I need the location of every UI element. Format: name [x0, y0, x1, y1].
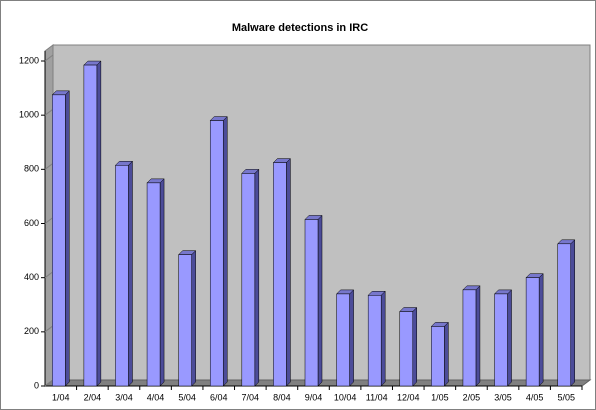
bar [367, 295, 382, 387]
bar-side [128, 160, 133, 387]
wall-tick [44, 379, 54, 387]
wall-tick [44, 217, 54, 224]
bar-side [191, 250, 196, 387]
bar [115, 165, 129, 387]
x-tick-label: 11/04 [366, 392, 388, 402]
bar-side [65, 90, 70, 387]
bar [525, 277, 540, 387]
x-tick-label: 12/04 [397, 392, 420, 402]
wall-tick [44, 162, 54, 170]
bar [431, 326, 445, 387]
x-tick-label: 4/05 [526, 392, 544, 402]
bar-side [349, 289, 354, 387]
y-tick-label: 200 [24, 326, 39, 336]
bar-side [317, 214, 323, 387]
x-tick-label: 3/04 [115, 392, 133, 402]
bar [273, 162, 287, 387]
x-tick-label: 5/04 [178, 392, 196, 402]
wall-tick [44, 54, 54, 62]
y-tick-label: 1000 [19, 110, 39, 120]
bar-side [570, 239, 575, 387]
x-tick-label: 1/04 [52, 392, 70, 402]
x-tick-label: 9/04 [305, 392, 323, 402]
x-tick-label: 2/05 [463, 392, 481, 402]
bar [399, 311, 414, 387]
y-tick-label: 800 [24, 164, 39, 174]
wall-tick [44, 325, 54, 333]
bar-side [159, 178, 165, 387]
x-tick-label: 1/05 [431, 392, 449, 402]
bar [462, 289, 477, 387]
bar [52, 94, 66, 387]
x-tick-label: 4/04 [147, 392, 165, 402]
y-tick-label: 1200 [19, 55, 39, 65]
bar [83, 64, 98, 387]
bar [336, 293, 350, 387]
wall-tick [44, 108, 54, 116]
side-wall [44, 44, 54, 387]
x-tick-label: 7/04 [242, 392, 260, 402]
bar-side [96, 60, 102, 387]
x-tick-label: 6/04 [210, 392, 228, 402]
bar-side [380, 290, 386, 387]
x-tick-label: 10/04 [334, 392, 357, 402]
bar [494, 293, 508, 387]
x-tick-label: 3/05 [494, 392, 512, 402]
x-tick-label: 5/05 [557, 392, 575, 402]
bar [304, 219, 319, 387]
chart-title: Malware detections in IRC [232, 22, 368, 34]
bar-side [286, 157, 291, 387]
bar [241, 173, 256, 387]
bar-side [507, 289, 512, 387]
bar-side [444, 321, 449, 387]
y-tick-label: 400 [24, 272, 39, 282]
bar-side [412, 306, 418, 387]
bar-side [222, 115, 228, 387]
x-tick-label: 8/04 [273, 392, 291, 402]
wall-tick [44, 271, 54, 279]
bar-side [538, 273, 544, 387]
y-tick-label: 600 [24, 218, 39, 228]
bar [209, 120, 224, 387]
x-tick-label: 2/04 [84, 392, 102, 402]
bar-side [475, 285, 481, 387]
bar-side [254, 168, 260, 387]
y-tick-label: 0 [34, 380, 39, 390]
bar [146, 182, 161, 387]
bar [557, 243, 571, 387]
bar [178, 254, 192, 387]
